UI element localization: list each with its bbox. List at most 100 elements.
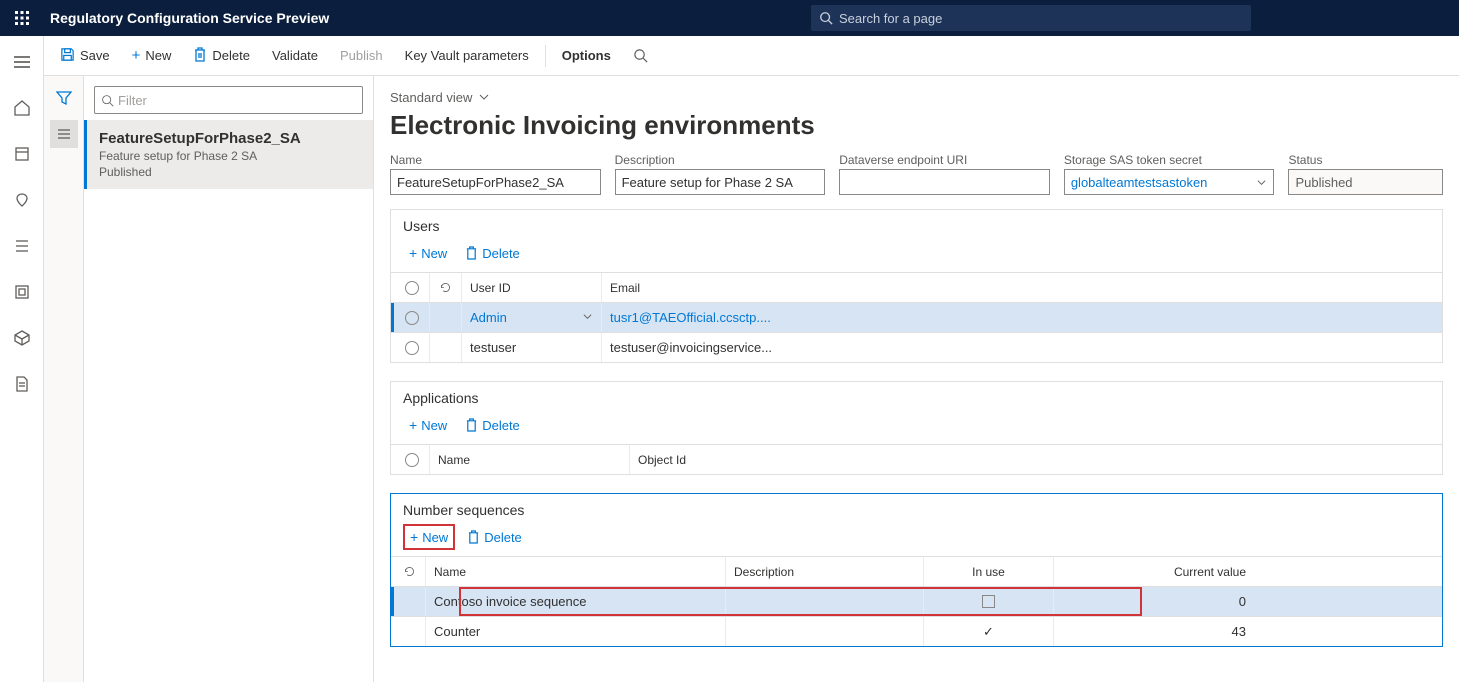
ns-refresh-icon[interactable]	[394, 557, 426, 586]
col-email[interactable]: Email	[602, 273, 1442, 302]
table-row[interactable]: Admintusr1@TAEOfficial.ccsctp....	[391, 302, 1442, 332]
row-radio[interactable]	[394, 333, 430, 362]
ns-section: Number sequences +New Delete Name Descri…	[390, 493, 1443, 647]
ns-inuse-cell[interactable]	[924, 587, 1054, 616]
delete-label: Delete	[212, 48, 250, 63]
chevron-down-icon	[1256, 177, 1267, 188]
apps-grid: Name Object Id	[391, 444, 1442, 474]
select-all[interactable]	[394, 273, 430, 302]
email-cell: testuser@invoicingservice...	[602, 333, 1442, 362]
ns-name-cell[interactable]: Counter	[426, 617, 726, 646]
status-field: Published	[1288, 169, 1443, 195]
col-ns-inuse[interactable]: In use	[924, 557, 1054, 586]
save-button[interactable]: Save	[50, 40, 120, 72]
favorites-icon[interactable]	[6, 184, 38, 216]
ns-name-cell[interactable]: Contoso invoice sequence	[426, 587, 726, 616]
apps-delete-label: Delete	[482, 418, 520, 433]
sas-value: globalteamtestsastoken	[1071, 175, 1208, 190]
validate-label: Validate	[272, 48, 318, 63]
workspaces-icon[interactable]	[6, 230, 38, 262]
new-label: New	[145, 48, 171, 63]
document-icon[interactable]	[6, 368, 38, 400]
col-objid[interactable]: Object Id	[630, 445, 1442, 474]
command-bar: Save +New Delete Validate Publish Key Va…	[44, 36, 1459, 76]
ns-delete-label: Delete	[484, 530, 522, 545]
list-item-status: Published	[99, 165, 361, 179]
users-delete-button[interactable]: Delete	[459, 240, 526, 266]
ns-delete-button[interactable]: Delete	[461, 524, 528, 550]
publish-button: Publish	[330, 40, 393, 72]
options-button[interactable]: Options	[552, 40, 621, 72]
recent-icon[interactable]	[6, 138, 38, 170]
ns-desc-cell[interactable]	[726, 587, 924, 616]
ns-value-cell: 43	[1054, 617, 1254, 646]
list-item-title: FeatureSetupForPhase2_SA	[99, 130, 361, 147]
user-id-cell[interactable]: testuser	[462, 333, 602, 362]
apps-delete-button[interactable]: Delete	[459, 412, 526, 438]
package-icon[interactable]	[6, 322, 38, 354]
apps-section: Applications +New Delete Name Object Id	[390, 381, 1443, 475]
field-row: Name FeatureSetupForPhase2_SA Descriptio…	[390, 153, 1443, 195]
list-item[interactable]: FeatureSetupForPhase2_SA Feature setup f…	[84, 120, 373, 189]
chevron-down-icon	[478, 91, 490, 103]
divider	[545, 45, 546, 67]
sas-dropdown[interactable]: globalteamtestsastoken	[1064, 169, 1275, 195]
apps-new-button[interactable]: +New	[403, 412, 453, 438]
users-new-button[interactable]: +New	[403, 240, 453, 266]
col-userid[interactable]: User ID	[462, 273, 602, 302]
publish-label: Publish	[340, 48, 383, 63]
row-spacer	[394, 587, 426, 616]
apps-title: Applications	[391, 382, 1442, 412]
list-toggle-icon[interactable]	[50, 120, 78, 148]
uri-label: Dataverse endpoint URI	[839, 153, 1050, 167]
table-row[interactable]: testusertestuser@invoicingservice...	[391, 332, 1442, 362]
refresh-icon[interactable]	[430, 273, 462, 302]
ns-inuse-cell[interactable]: ✓	[924, 617, 1054, 646]
row-spacer	[394, 617, 426, 646]
row-spacer	[430, 303, 462, 332]
email-cell: tusr1@TAEOfficial.ccsctp....	[602, 303, 1442, 332]
users-title: Users	[391, 210, 1442, 240]
ns-new-button[interactable]: +New	[403, 524, 455, 550]
home-icon[interactable]	[6, 92, 38, 124]
ns-new-label: New	[422, 530, 448, 545]
delete-button[interactable]: Delete	[183, 40, 260, 72]
nav-rail	[0, 36, 44, 682]
page-title: Electronic Invoicing environments	[390, 110, 1443, 141]
view-selector[interactable]: Standard view	[390, 86, 1443, 108]
modules-icon[interactable]	[6, 276, 38, 308]
keyvault-button[interactable]: Key Vault parameters	[395, 40, 539, 72]
find-button[interactable]	[623, 40, 658, 72]
desc-field[interactable]: Feature setup for Phase 2 SA	[615, 169, 826, 195]
table-row[interactable]: Contoso invoice sequence 0	[391, 586, 1442, 616]
global-search[interactable]	[811, 5, 1251, 31]
row-radio[interactable]	[394, 303, 430, 332]
validate-button[interactable]: Validate	[262, 40, 328, 72]
col-ns-val[interactable]: Current value	[1054, 557, 1254, 586]
ns-desc-cell[interactable]	[726, 617, 924, 646]
global-search-input[interactable]	[839, 11, 1243, 26]
ns-grid: Name Description In use Current value Co…	[391, 556, 1442, 646]
apps-select-all[interactable]	[394, 445, 430, 474]
row-spacer	[430, 333, 462, 362]
funnel-icon[interactable]	[50, 84, 78, 112]
global-header: Regulatory Configuration Service Preview	[0, 0, 1459, 36]
waffle-icon[interactable]	[8, 4, 36, 32]
new-button[interactable]: +New	[122, 40, 182, 72]
hamburger-icon[interactable]	[6, 46, 38, 78]
col-ns-name[interactable]: Name	[426, 557, 726, 586]
app-title: Regulatory Configuration Service Preview	[50, 10, 329, 26]
col-ns-desc[interactable]: Description	[726, 557, 924, 586]
user-id-cell[interactable]: Admin	[462, 303, 602, 332]
list-filter-box[interactable]	[94, 86, 363, 114]
col-app-name[interactable]: Name	[430, 445, 630, 474]
list-pane: FeatureSetupForPhase2_SA Feature setup f…	[84, 76, 374, 682]
list-filter-input[interactable]	[118, 93, 356, 108]
uri-field[interactable]	[839, 169, 1050, 195]
table-row[interactable]: Counter ✓43	[391, 616, 1442, 646]
keyvault-label: Key Vault parameters	[405, 48, 529, 63]
ns-value-cell: 0	[1054, 587, 1254, 616]
name-field[interactable]: FeatureSetupForPhase2_SA	[390, 169, 601, 195]
name-label: Name	[390, 153, 601, 167]
detail-pane: Standard view Electronic Invoicing envir…	[374, 76, 1459, 682]
